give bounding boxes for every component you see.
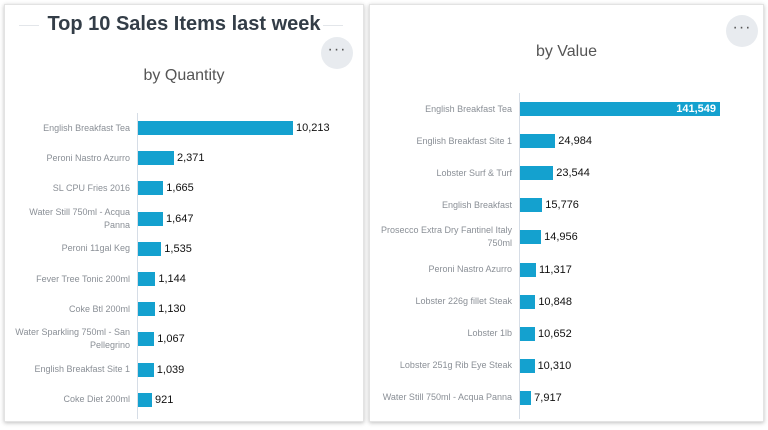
bar[interactable] <box>520 166 554 181</box>
category-label: Lobster Surf & Turf <box>436 167 512 178</box>
category-label: Water Still 750ml - Acqua Panna <box>29 206 130 230</box>
category-label: Coke Btl 200ml <box>68 303 130 314</box>
bar[interactable] <box>520 230 542 245</box>
bar[interactable] <box>520 358 535 373</box>
data-label: 10,310 <box>537 359 572 372</box>
quantity-panel: Top 10 Sales Items last week ··· by Quan… <box>4 4 364 422</box>
bar[interactable] <box>138 392 152 407</box>
data-label: 14,956 <box>544 231 578 244</box>
data-label: 10,213 <box>296 122 330 134</box>
bar[interactable] <box>138 241 162 256</box>
bar[interactable] <box>138 181 164 196</box>
value-panel: ··· by Value English Breakfast Tea 141,54… <box>369 4 764 422</box>
data-label: 1,130 <box>158 303 186 316</box>
data-label: 10,848 <box>538 295 572 308</box>
bar[interactable] <box>138 362 154 377</box>
category-label: Lobster 1lb <box>467 328 512 339</box>
data-label: 141,549 <box>676 103 716 115</box>
title-divider <box>323 25 343 26</box>
category-label: English Breakfast Tea <box>425 103 512 114</box>
title-divider <box>19 25 39 26</box>
category-label: Peroni Nastro Azurro <box>428 264 512 274</box>
data-label: 1,647 <box>165 212 194 225</box>
bar[interactable] <box>138 151 174 166</box>
category-label: Water Still 750ml - Acqua Panna <box>382 392 512 403</box>
bar[interactable] <box>520 326 536 341</box>
category-label: Lobster 226g fillet Steak <box>415 296 512 307</box>
bar[interactable] <box>138 121 293 135</box>
data-label: 1,144 <box>158 273 186 285</box>
bar[interactable] <box>138 332 155 347</box>
category-label: English Breakfast Site 1 <box>416 135 512 146</box>
category-label: English Breakfast Site 1 <box>34 364 130 375</box>
data-label: 24,984 <box>558 135 592 148</box>
bar[interactable] <box>520 102 720 116</box>
data-label: 15,776 <box>545 199 579 212</box>
data-label: 10,652 <box>538 327 572 340</box>
bar[interactable] <box>138 211 163 226</box>
bar[interactable] <box>138 302 156 317</box>
category-label: SL CPU Fries 2016 <box>52 182 130 193</box>
y-axis <box>519 93 520 419</box>
category-label: Peroni 11gal Keg <box>61 243 130 254</box>
data-label: 23,544 <box>556 167 590 180</box>
bar[interactable] <box>520 390 532 405</box>
data-label: 1,067 <box>157 333 185 346</box>
category-label: Peroni Nastro Azurro <box>46 152 130 163</box>
data-label: 921 <box>154 393 174 406</box>
category-label: Water Sparkling 750ml - San Pellegrino <box>15 327 130 351</box>
chart-title: by Value <box>535 43 598 60</box>
ellipsis-icon[interactable]: ··· <box>726 15 758 47</box>
category-label: English Breakfast Tea <box>43 122 130 133</box>
data-label: 1,039 <box>156 363 185 376</box>
data-label: 1,665 <box>166 182 194 195</box>
category-label: Fever Tree Tonic 200ml <box>36 273 130 284</box>
data-label: 11,317 <box>538 263 572 276</box>
bar[interactable] <box>520 134 556 149</box>
category-label: English Breakfast <box>441 199 512 210</box>
category-label: Prosecco Extra Dry Fantinel Italy 750ml <box>380 225 512 249</box>
chart-title: by Quantity <box>143 67 225 84</box>
category-label: Coke Diet 200ml <box>63 394 130 405</box>
data-label: 2,371 <box>176 152 205 165</box>
ellipsis-icon[interactable]: ··· <box>321 37 353 69</box>
bar[interactable] <box>138 272 156 286</box>
bar[interactable] <box>520 294 536 309</box>
data-label: 7,917 <box>534 391 562 404</box>
bar[interactable] <box>520 262 536 277</box>
y-axis <box>137 113 138 419</box>
category-label: Lobster 251g Rib Eye Steak <box>399 360 512 371</box>
bar[interactable] <box>520 198 543 213</box>
dashboard-title: Top 10 Sales Items last week <box>47 13 321 35</box>
data-label: 1,535 <box>164 242 192 255</box>
